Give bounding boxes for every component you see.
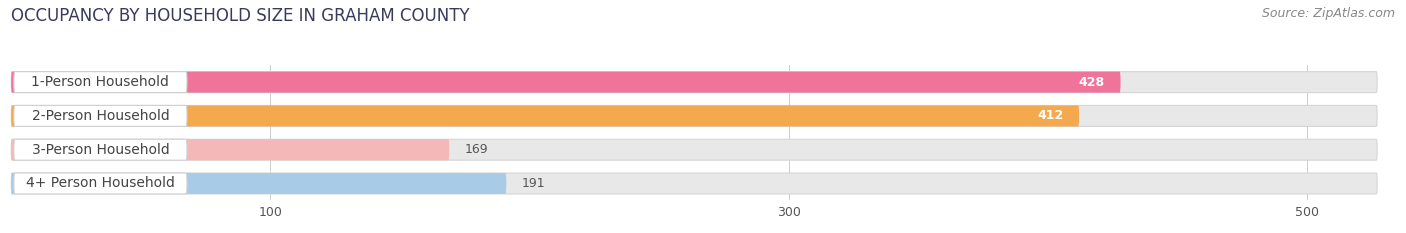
FancyBboxPatch shape [14, 72, 187, 93]
FancyBboxPatch shape [11, 139, 1376, 160]
FancyBboxPatch shape [14, 106, 187, 126]
Text: 2-Person Household: 2-Person Household [31, 109, 169, 123]
FancyBboxPatch shape [11, 72, 1376, 93]
Text: 3-Person Household: 3-Person Household [31, 143, 169, 157]
FancyBboxPatch shape [14, 173, 187, 194]
Text: OCCUPANCY BY HOUSEHOLD SIZE IN GRAHAM COUNTY: OCCUPANCY BY HOUSEHOLD SIZE IN GRAHAM CO… [11, 7, 470, 25]
Text: 428: 428 [1078, 76, 1105, 89]
FancyBboxPatch shape [11, 139, 450, 160]
FancyBboxPatch shape [11, 106, 1376, 126]
Text: 191: 191 [522, 177, 546, 190]
FancyBboxPatch shape [11, 173, 506, 194]
Text: 169: 169 [465, 143, 488, 156]
FancyBboxPatch shape [11, 72, 1121, 93]
Text: 4+ Person Household: 4+ Person Household [25, 176, 174, 191]
Text: 412: 412 [1038, 110, 1063, 122]
FancyBboxPatch shape [14, 139, 187, 160]
Text: 1-Person Household: 1-Person Household [31, 75, 169, 89]
FancyBboxPatch shape [11, 173, 1376, 194]
FancyBboxPatch shape [11, 106, 1078, 126]
Text: Source: ZipAtlas.com: Source: ZipAtlas.com [1261, 7, 1395, 20]
